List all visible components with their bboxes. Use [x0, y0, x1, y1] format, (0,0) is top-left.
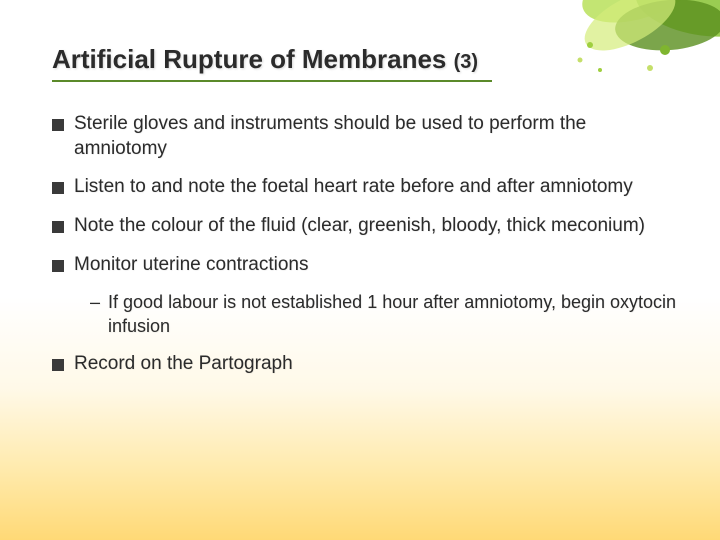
dash-icon: –: [90, 291, 100, 314]
bullet-text: Listen to and note the foetal heart rate…: [74, 175, 633, 200]
square-bullet-icon: [52, 221, 64, 233]
leaf-decoration: [520, 0, 720, 130]
square-bullet-icon: [52, 260, 64, 272]
bullet-list: Sterile gloves and instruments should be…: [52, 112, 680, 391]
title-suffix: (3): [454, 51, 478, 73]
bullet-item: Sterile gloves and instruments should be…: [52, 112, 680, 161]
slide-title: Artificial Rupture of Membranes (3): [52, 44, 478, 75]
bullet-text: Sterile gloves and instruments should be…: [74, 112, 680, 161]
bullet-text: Monitor uterine contractions: [74, 253, 308, 278]
bullet-item: Note the colour of the fluid (clear, gre…: [52, 214, 680, 239]
bullet-item: Record on the Partograph: [52, 352, 680, 377]
square-bullet-icon: [52, 182, 64, 194]
sub-bullet-text: If good labour is not established 1 hour…: [108, 291, 680, 338]
bullet-text: Record on the Partograph: [74, 352, 293, 377]
square-bullet-icon: [52, 119, 64, 131]
title-underline: [52, 80, 492, 82]
sub-bullet-item: –If good labour is not established 1 hou…: [90, 291, 680, 338]
bullet-item: Monitor uterine contractions: [52, 253, 680, 278]
bullet-text: Note the colour of the fluid (clear, gre…: [74, 214, 645, 239]
title-main: Artificial Rupture of Membranes: [52, 44, 446, 74]
square-bullet-icon: [52, 359, 64, 371]
bullet-item: Listen to and note the foetal heart rate…: [52, 175, 680, 200]
